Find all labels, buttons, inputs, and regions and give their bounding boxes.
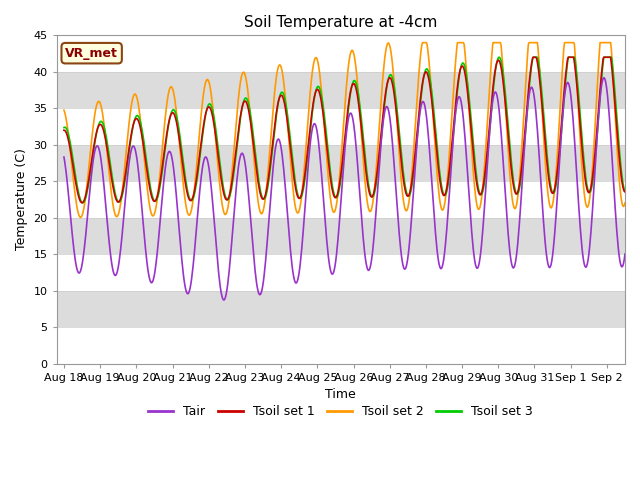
- Tsoil set 3: [140, 134, 147, 140]
- Tair: [220, 297, 228, 303]
- Title: Soil Temperature at -4cm: Soil Temperature at -4cm: [244, 15, 438, 30]
- Line: Tair: Tair: [64, 78, 625, 300]
- Tsoil set 1: [60, 127, 68, 133]
- Tsoil set 1: [477, 192, 484, 197]
- Tsoil set 2: [300, 168, 308, 174]
- Tsoil set 3: [495, 54, 503, 60]
- Tair: [300, 217, 308, 223]
- Bar: [57, 145, 625, 181]
- Tsoil set 3: [463, 77, 471, 83]
- Tair: [321, 219, 329, 225]
- Tsoil set 2: [60, 108, 68, 113]
- Tsoil set 1: [530, 54, 538, 60]
- Tsoil set 3: [79, 200, 86, 205]
- X-axis label: Time: Time: [326, 388, 356, 401]
- Tsoil set 2: [321, 136, 329, 142]
- Tair: [62, 170, 70, 176]
- Tsoil set 1: [321, 129, 329, 135]
- Tsoil set 1: [140, 141, 147, 147]
- Text: VR_met: VR_met: [65, 47, 118, 60]
- Tsoil set 2: [62, 116, 70, 122]
- Tair: [477, 249, 484, 255]
- Bar: [57, 218, 625, 254]
- Tsoil set 2: [477, 195, 485, 201]
- Line: Tsoil set 2: Tsoil set 2: [64, 43, 625, 217]
- Tsoil set 2: [77, 215, 84, 220]
- Tsoil set 3: [477, 192, 484, 198]
- Tsoil set 3: [300, 182, 308, 188]
- Tsoil set 1: [300, 178, 308, 183]
- Bar: [57, 291, 625, 327]
- Legend: Tair, Tsoil set 1, Tsoil set 2, Tsoil set 3: Tair, Tsoil set 1, Tsoil set 2, Tsoil se…: [143, 400, 538, 423]
- Tsoil set 1: [621, 189, 629, 195]
- Tsoil set 2: [464, 88, 472, 94]
- Line: Tsoil set 1: Tsoil set 1: [64, 57, 625, 203]
- Tsoil set 1: [62, 130, 70, 135]
- Tsoil set 3: [62, 125, 70, 131]
- Bar: [57, 72, 625, 108]
- Tsoil set 3: [60, 125, 68, 131]
- Tsoil set 2: [621, 200, 629, 206]
- Tsoil set 1: [463, 86, 471, 92]
- Y-axis label: Temperature (C): Temperature (C): [15, 149, 28, 251]
- Tsoil set 2: [419, 40, 426, 46]
- Tair: [60, 154, 68, 160]
- Tair: [463, 165, 471, 170]
- Tsoil set 1: [78, 200, 86, 206]
- Tair: [600, 75, 608, 81]
- Tair: [621, 251, 629, 257]
- Tair: [139, 212, 147, 218]
- Tsoil set 3: [621, 188, 629, 194]
- Tsoil set 3: [321, 120, 329, 126]
- Tsoil set 2: [140, 144, 147, 150]
- Line: Tsoil set 3: Tsoil set 3: [64, 57, 625, 203]
